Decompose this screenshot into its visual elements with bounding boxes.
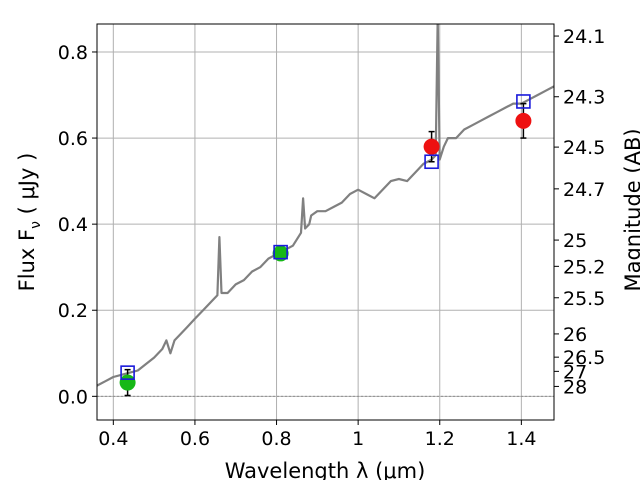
x-tick-label: 1: [352, 428, 364, 450]
y-tick-label: 0.2: [58, 300, 88, 322]
observed-point: [272, 245, 289, 262]
y-axis-label-sub: ν: [28, 221, 44, 229]
x-axis-ticks: 0.4 0.6 0.8 1 1.2 1.4: [98, 420, 536, 450]
grid: [97, 24, 554, 420]
y-axis-label-prefix: Flux F: [15, 229, 39, 291]
y-tick-label: 0.4: [58, 214, 88, 236]
model-point: [120, 365, 135, 380]
model-point: [273, 244, 288, 260]
x-axis-label: Wavelength λ (μm): [225, 459, 426, 480]
right-tick-label: 24.3: [563, 87, 605, 109]
observed-point: [515, 112, 532, 129]
y-tick-label: 0.8: [58, 42, 88, 64]
y-axis-ticks: 0.0 0.2 0.4 0.6 0.8: [58, 42, 97, 408]
x-tick-label: 0.8: [261, 428, 291, 450]
plot-content: [97, 24, 554, 387]
y-tick-label: 0.6: [58, 128, 88, 150]
markers: [119, 94, 532, 397]
model-point: [516, 94, 531, 109]
right-tick-label: 25.2: [563, 256, 605, 278]
right-tick-label: 24.7: [563, 179, 605, 201]
observed-point: [119, 374, 136, 391]
spectrum-line: [97, 24, 554, 387]
right-tick-label: 28: [563, 376, 587, 398]
right-tick-label: 27: [563, 361, 587, 383]
right-axis-label: Magnitude (AB): [621, 128, 640, 291]
right-tick-label: 26.5: [563, 347, 605, 369]
observed-point: [423, 138, 440, 155]
right-tick-label: 26: [563, 324, 587, 346]
x-tick-label: 1.4: [506, 428, 536, 450]
x-tick-label: 1.2: [425, 428, 455, 450]
y-tick-label: 0.0: [58, 386, 88, 408]
y-axis-label: Flux Fν ( μJy ): [15, 153, 44, 292]
x-tick-label: 0.4: [98, 428, 128, 450]
right-tick-label: 25: [563, 230, 587, 252]
model-point: [424, 154, 439, 170]
right-tick-label: 24.5: [563, 137, 605, 159]
plot-frame: [96, 23, 555, 421]
right-tick-label: 24.1: [563, 26, 605, 48]
y-axis-label-suffix: ( μJy ): [15, 153, 39, 221]
right-tick-label: 25.5: [563, 288, 605, 310]
x-tick-label: 0.6: [180, 428, 210, 450]
